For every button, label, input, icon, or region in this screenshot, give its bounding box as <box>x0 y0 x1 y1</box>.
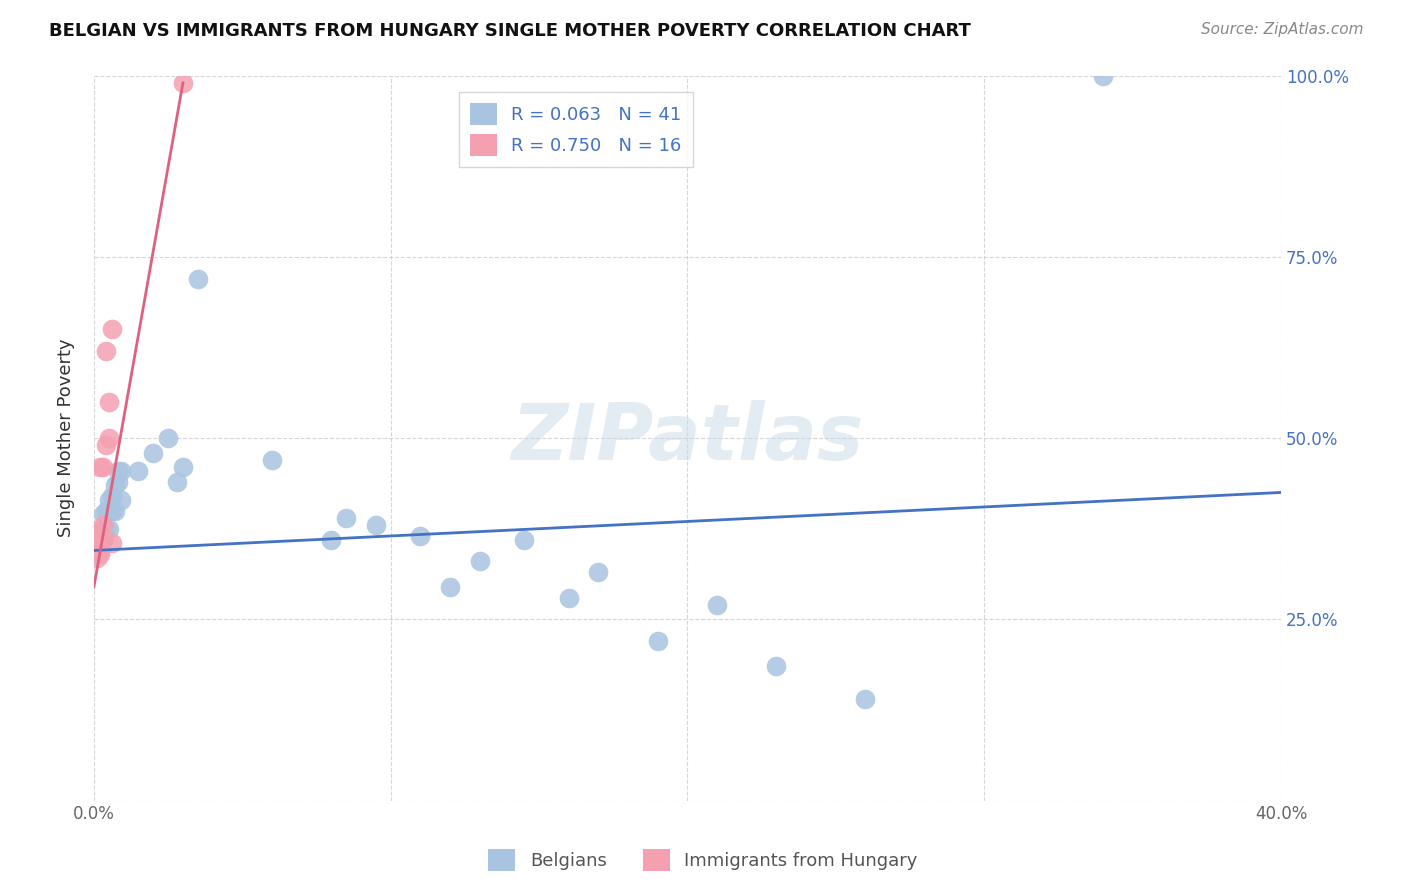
Point <box>89 547 111 561</box>
Point <box>107 475 129 489</box>
Point <box>89 543 111 558</box>
Point <box>100 489 122 503</box>
Point <box>86 529 108 543</box>
Point <box>91 460 114 475</box>
Point <box>706 598 728 612</box>
Text: BELGIAN VS IMMIGRANTS FROM HUNGARY SINGLE MOTHER POVERTY CORRELATION CHART: BELGIAN VS IMMIGRANTS FROM HUNGARY SINGL… <box>49 22 972 40</box>
Point <box>100 536 122 550</box>
Point <box>89 529 111 543</box>
Point <box>110 492 132 507</box>
Point <box>647 634 669 648</box>
Point <box>104 478 127 492</box>
Point <box>86 543 108 558</box>
Point <box>364 518 387 533</box>
Point <box>1091 69 1114 83</box>
Point <box>142 445 165 459</box>
Point <box>91 533 114 547</box>
Point <box>321 533 343 547</box>
Point <box>468 554 491 568</box>
Point <box>107 464 129 478</box>
Legend: R = 0.063   N = 41, R = 0.750   N = 16: R = 0.063 N = 41, R = 0.750 N = 16 <box>460 92 693 167</box>
Point <box>187 271 209 285</box>
Point <box>97 492 120 507</box>
Point <box>409 529 432 543</box>
Point <box>157 431 180 445</box>
Point <box>91 522 114 536</box>
Point <box>335 511 357 525</box>
Point <box>110 464 132 478</box>
Point <box>86 536 108 550</box>
Point <box>91 507 114 521</box>
Point <box>97 431 120 445</box>
Point <box>89 460 111 475</box>
Point <box>127 464 149 478</box>
Point <box>439 580 461 594</box>
Point <box>89 525 111 540</box>
Point <box>91 533 114 547</box>
Point <box>166 475 188 489</box>
Point <box>765 659 787 673</box>
Point <box>100 322 122 336</box>
Y-axis label: Single Mother Poverty: Single Mother Poverty <box>58 339 75 537</box>
Point <box>97 522 120 536</box>
Point <box>100 503 122 517</box>
Point <box>172 76 194 90</box>
Point <box>558 591 581 605</box>
Point <box>94 503 117 517</box>
Text: ZIPatlas: ZIPatlas <box>512 401 863 476</box>
Point <box>104 503 127 517</box>
Point <box>86 536 108 550</box>
Point <box>97 503 120 517</box>
Point <box>172 460 194 475</box>
Point <box>260 452 283 467</box>
Point <box>86 550 108 565</box>
Point <box>94 344 117 359</box>
Point <box>855 692 877 706</box>
Point <box>94 522 117 536</box>
Point <box>94 438 117 452</box>
Point <box>588 565 610 579</box>
Text: Source: ZipAtlas.com: Source: ZipAtlas.com <box>1201 22 1364 37</box>
Point <box>97 394 120 409</box>
Legend: Belgians, Immigrants from Hungary: Belgians, Immigrants from Hungary <box>481 842 925 879</box>
Point <box>513 533 536 547</box>
Point <box>91 518 114 533</box>
